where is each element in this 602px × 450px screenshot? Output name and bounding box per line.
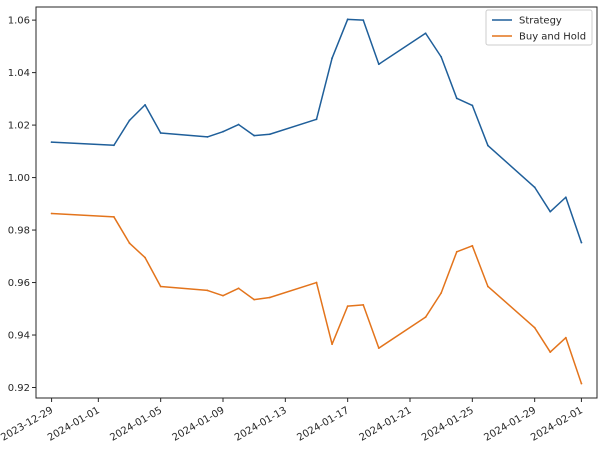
data-point: [346, 18, 349, 21]
data-point: [315, 118, 318, 121]
plot-frame: [35, 6, 598, 399]
data-point: [222, 294, 224, 297]
data-point: [564, 336, 567, 339]
series-line: [51, 212, 583, 384]
data-point: [128, 119, 131, 122]
data-point: [549, 351, 552, 353]
y-tick-label: 0.92: [8, 383, 30, 394]
data-point: [50, 141, 53, 144]
data-point: [377, 347, 380, 350]
data-point: [206, 136, 209, 138]
legend-box: [485, 9, 593, 46]
y-tick-label: 1.04: [8, 68, 30, 79]
data-point: [362, 303, 365, 306]
data-point: [237, 287, 240, 290]
data-point: [455, 97, 458, 100]
series-buy-and-hold: [50, 212, 583, 385]
data-point: [159, 285, 162, 288]
legend-label: Strategy: [519, 16, 562, 27]
data-point: [346, 305, 349, 308]
data-point: [580, 382, 583, 385]
y-tick-label: 1.02: [8, 121, 30, 132]
data-point: [253, 134, 256, 137]
x-tick-label: 2024-02-01: [529, 405, 585, 444]
data-point: [253, 298, 256, 301]
data-point: [331, 57, 333, 60]
data-point: [487, 285, 489, 288]
x-tick-label: 2023-12-29: [0, 405, 55, 444]
data-point: [50, 212, 53, 215]
data-point: [424, 316, 427, 319]
data-point: [440, 292, 443, 294]
x-tick-label: 2024-01-17: [295, 405, 351, 444]
y-tick-label: 0.96: [8, 278, 30, 289]
data-point: [113, 144, 115, 147]
x-tick-label: 2024-01-21: [358, 405, 414, 444]
y-axis: 0.92 0.94 0.96 0.98 1.00 1.02 1.04 1.06: [8, 16, 36, 394]
data-point: [206, 289, 209, 292]
data-point: [144, 103, 146, 106]
x-tick-label: 2024-01-25: [420, 405, 476, 444]
series-strategy: [50, 18, 583, 244]
plot-lines: [50, 18, 583, 385]
data-point: [113, 216, 115, 218]
data-point: [487, 144, 489, 147]
x-tick-label: 2024-01-29: [482, 405, 538, 444]
data-point: [471, 104, 474, 107]
data-point: [268, 296, 271, 299]
x-tick-label: 2024-01-05: [108, 405, 164, 444]
data-point: [159, 132, 162, 134]
data-point: [455, 250, 458, 253]
x-tick-label: 2024-01-13: [233, 405, 289, 444]
data-point: [533, 186, 536, 189]
series-line: [51, 18, 583, 243]
data-point: [268, 133, 271, 136]
data-point: [128, 242, 131, 245]
x-tick-label: 2024-01-09: [171, 405, 227, 444]
legend: Strategy Buy and Hold: [485, 9, 593, 46]
data-point: [549, 210, 552, 213]
y-tick-label: 1.06: [8, 16, 30, 27]
y-tick-label: 0.94: [8, 331, 30, 342]
y-tick-label: 0.98: [8, 226, 30, 237]
data-point: [237, 123, 240, 126]
data-point: [377, 63, 380, 66]
data-point: [222, 130, 224, 133]
x-tick-label: 2024-01-01: [46, 405, 102, 444]
data-point: [424, 32, 427, 35]
data-point: [580, 241, 583, 244]
data-point: [471, 244, 474, 247]
legend-label: Buy and Hold: [519, 32, 586, 43]
data-point: [362, 19, 365, 22]
data-point: [564, 196, 567, 199]
data-point: [331, 343, 333, 346]
data-point: [144, 256, 146, 259]
data-point: [315, 281, 318, 284]
y-tick-label: 1.00: [8, 173, 30, 184]
data-point: [533, 326, 536, 329]
data-point: [440, 55, 443, 58]
